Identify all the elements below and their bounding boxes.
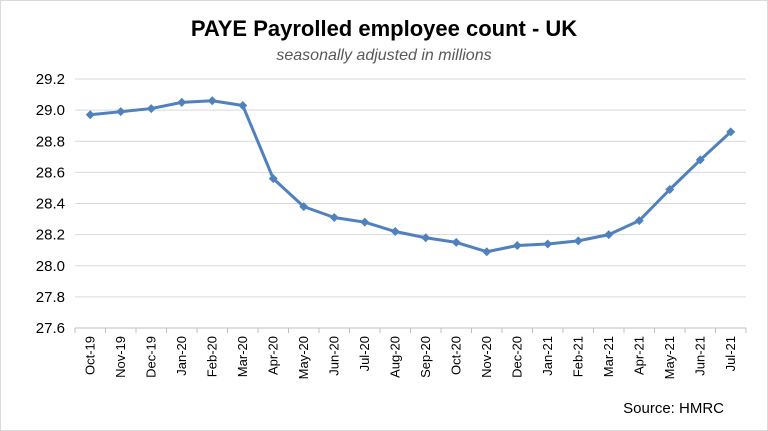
x-tick-label: Nov-19 [113,336,128,378]
y-tick-label: 29.2 [36,71,65,88]
data-point [482,247,492,257]
chart-subtitle: seasonally adjusted in millions [276,47,492,64]
x-tick-label: Apr-20 [265,336,280,375]
x-tick-label: Jan-20 [174,336,189,376]
x-tick-label: Jun-21 [692,336,707,376]
x-tick-label: Apr-21 [631,336,646,375]
x-tick-label: Dec-19 [143,336,158,378]
y-tick-label: 27.6 [36,320,65,337]
data-point [512,241,522,251]
x-tick-label: Jul-20 [357,336,372,371]
y-tick-label: 28.6 [36,164,65,181]
data-point [268,174,278,184]
x-tick-label: Jul-21 [723,336,738,371]
data-point [207,96,217,106]
x-tick-label: Oct-20 [448,336,463,375]
gridlines [75,78,746,329]
series-line [90,99,732,254]
x-tick-label: Mar-20 [235,336,250,377]
x-axis-ticks: Oct-19 Nov-19 Dec-19 Jan-20 Feb-20 Mar-20 Apr-… [82,336,738,379]
x-axis [74,327,747,333]
data-point [543,239,553,249]
x-tick-label: Dec-20 [509,336,524,378]
data-point [85,110,95,120]
data-point [695,155,705,165]
data-point [390,227,400,237]
data-point [238,100,248,110]
y-tick-label: 28.4 [36,196,65,213]
y-tick-label: 28.2 [36,227,65,244]
y-tick-label: 29.0 [36,102,65,119]
x-tick-label: Sep-20 [418,336,433,378]
x-tick-label: Feb-21 [570,336,585,377]
x-tick-label: Jun-20 [326,336,341,376]
data-point [177,97,187,107]
y-tick-label: 28.8 [36,133,65,150]
data-point [451,237,461,247]
data-point [360,217,370,227]
data-point [421,233,431,243]
x-tick-label: May-20 [296,336,311,379]
data-point [116,107,126,117]
x-tick-label: Jan-21 [540,336,555,376]
y-axis-ticks: 27.6 27.8 28.0 28.2 28.4 28.6 28.8 29.0 29.2 [36,71,65,337]
x-tick-label: Aug-20 [387,336,402,378]
data-point [146,104,156,114]
x-tick-label: Mar-21 [601,336,616,377]
data-point [726,127,736,137]
data-point [604,230,614,240]
data-point [665,184,675,194]
x-tick-label: Nov-20 [479,336,494,378]
data-point [299,202,309,212]
source-note: Source: HMRC [623,400,724,417]
x-tick-label: Feb-20 [204,336,219,377]
data-point [329,213,339,223]
x-tick-label: Oct-19 [82,336,97,375]
y-tick-label: 28.0 [36,258,65,275]
chart-title: PAYE Payrolled employee count - UK [190,16,578,41]
data-point [573,236,583,246]
y-tick-label: 27.8 [36,289,65,306]
data-point [634,216,644,226]
series-payrolled-employees [85,96,736,257]
x-tick-label: May-21 [662,336,677,379]
